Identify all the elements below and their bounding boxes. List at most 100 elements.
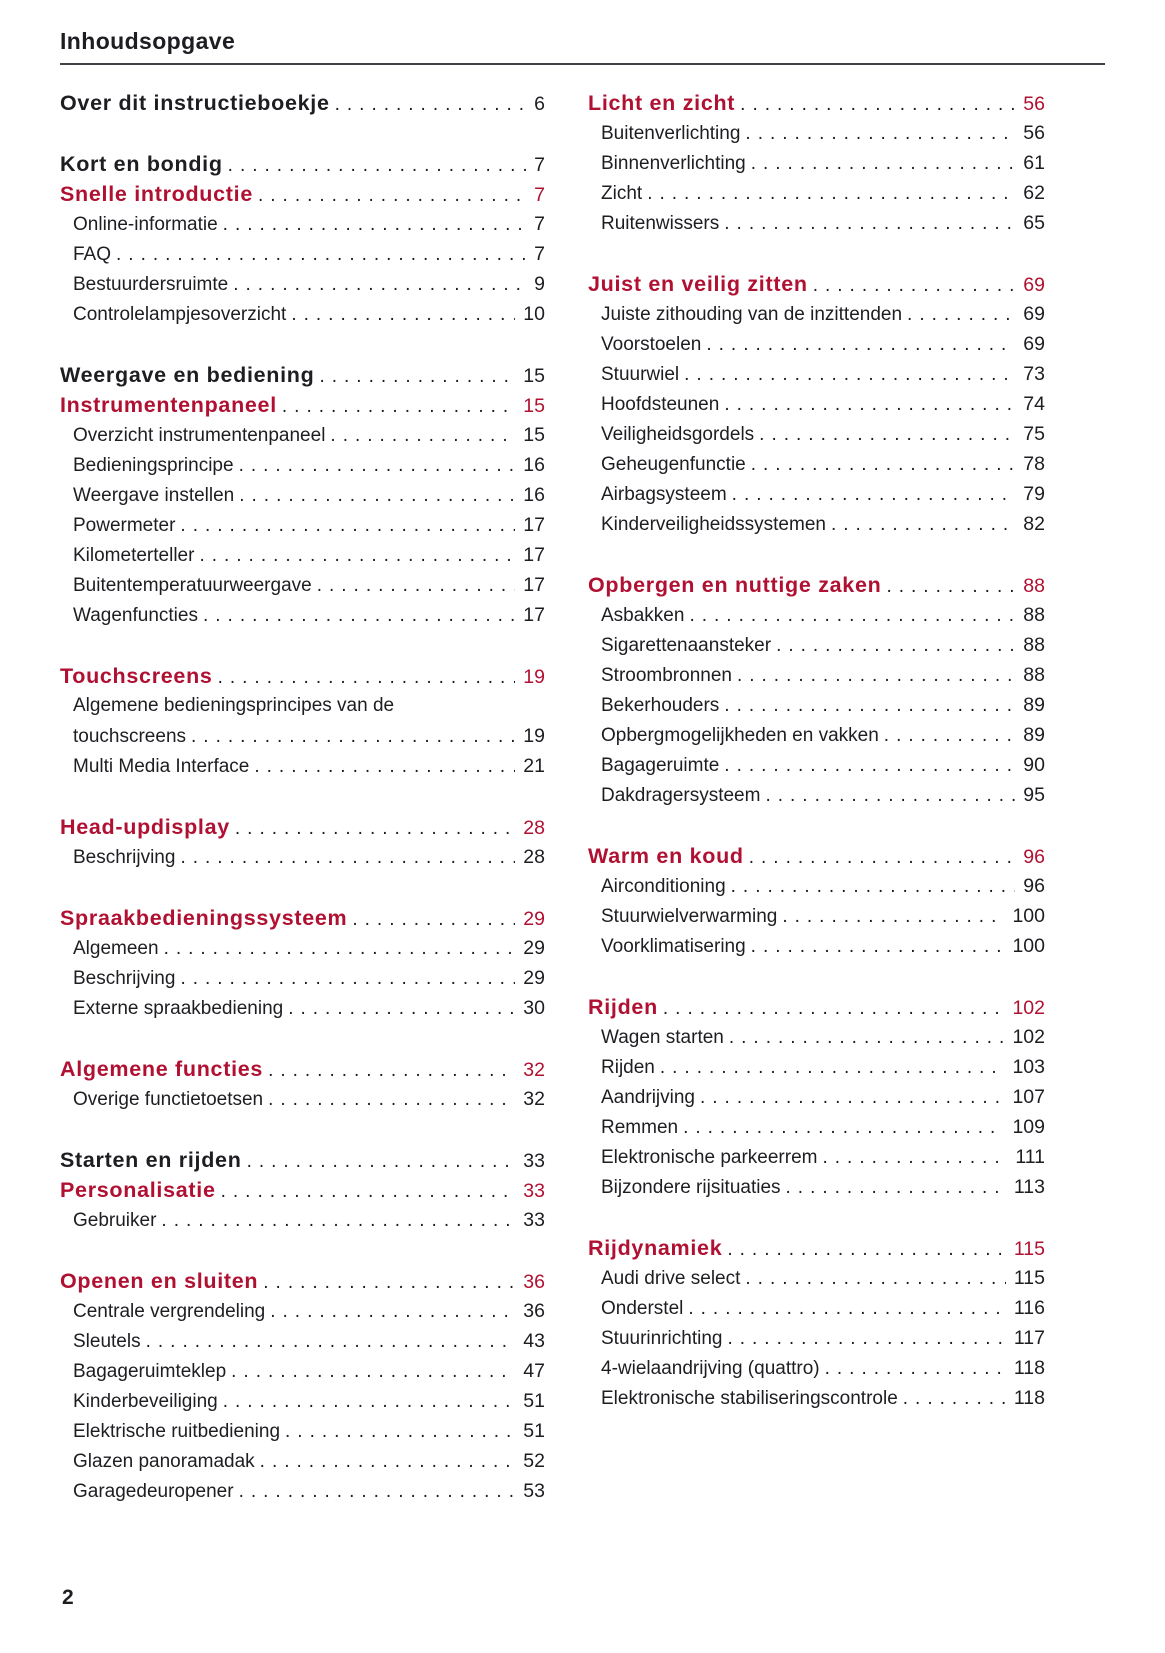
toc-entry-sub: Stuurwielverwarming 100 bbox=[588, 901, 1045, 931]
dot-leader bbox=[270, 1297, 515, 1328]
toc-entry-page: 36 bbox=[523, 1300, 545, 1322]
toc-entry-page: 100 bbox=[1012, 935, 1045, 957]
toc-entry-label: Gebruiker bbox=[73, 1210, 157, 1231]
dot-leader bbox=[700, 1083, 1004, 1114]
toc-entry-page: 15 bbox=[523, 365, 545, 387]
toc-entry-page: 17 bbox=[523, 574, 545, 596]
toc-entry-page: 118 bbox=[1013, 1387, 1045, 1409]
toc-entry-h2: Head-updisplay 28 bbox=[60, 812, 545, 842]
toc-entry-label: Externe spraakbediening bbox=[73, 998, 284, 1019]
toc-entry-label: Veiligheidsgordels bbox=[601, 424, 755, 445]
toc-entry-label: Bagageruimteklep bbox=[73, 1361, 227, 1382]
footer-page-number: 2 bbox=[62, 1586, 74, 1609]
toc-entry-sub: Bedieningsprincipe 16 bbox=[60, 450, 545, 480]
toc-entry-label: Onderstel bbox=[601, 1298, 684, 1319]
dot-leader bbox=[180, 843, 515, 874]
dot-leader bbox=[684, 360, 1015, 391]
toc-entry-sub: Audi drive select 115 bbox=[588, 1263, 1045, 1293]
toc-entry-sub: Remmen 109 bbox=[588, 1112, 1045, 1142]
toc-entry-sub: Wagenfuncties 17 bbox=[60, 600, 545, 630]
toc-entry-page: 102 bbox=[1012, 997, 1045, 1019]
toc-entry-page: 96 bbox=[1023, 846, 1045, 868]
toc-entry-page: 69 bbox=[1023, 274, 1045, 296]
toc-entry-label: touchscreens bbox=[73, 726, 187, 747]
toc-entry-page: 90 bbox=[1023, 754, 1045, 776]
toc-entry-page: 10 bbox=[523, 303, 545, 325]
toc-entry-label: Powermeter bbox=[73, 515, 176, 536]
toc-entry-h2: Rijdynamiek 115 bbox=[588, 1233, 1045, 1263]
dot-leader bbox=[907, 300, 1015, 331]
toc-entry-page: 19 bbox=[523, 666, 545, 688]
dot-leader bbox=[235, 814, 515, 845]
toc-entry-sub: Veiligheidsgordels 75 bbox=[588, 419, 1045, 449]
toc-entry-page: 7 bbox=[534, 243, 545, 265]
toc-entry-page: 88 bbox=[1023, 575, 1045, 597]
toc-entry-sub: Gebruiker 33 bbox=[60, 1205, 545, 1235]
toc-entry-sub: Algemene bedieningsprincipes van de bbox=[60, 691, 545, 721]
toc-entry-page: 17 bbox=[523, 514, 545, 536]
toc-group: Spraakbedieningssysteem 29 Algemeen 29 B… bbox=[60, 903, 545, 1023]
toc-entry-page: 33 bbox=[523, 1209, 545, 1231]
toc-entry-sub: Wagen starten 102 bbox=[588, 1022, 1045, 1052]
toc-entry-page: 78 bbox=[1023, 453, 1045, 475]
dot-leader bbox=[813, 271, 1016, 302]
toc-group: Touchscreens 19 Algemene bedieningsprinc… bbox=[60, 661, 545, 781]
toc-entry-page: 29 bbox=[523, 908, 545, 930]
dot-leader bbox=[759, 420, 1015, 451]
toc-entry-label: Bagageruimte bbox=[601, 755, 720, 776]
toc-entry-sub: Stuurwiel 73 bbox=[588, 359, 1045, 389]
toc-entry-label: Touchscreens bbox=[60, 664, 213, 688]
dot-leader bbox=[223, 210, 526, 241]
dot-leader bbox=[263, 1268, 515, 1299]
dot-leader bbox=[647, 179, 1015, 210]
toc-entry-label: Stuurinrichting bbox=[601, 1328, 723, 1349]
toc-entry-page: 65 bbox=[1023, 212, 1045, 234]
toc-entry-sub: Stroombronnen 88 bbox=[588, 660, 1045, 690]
dot-leader bbox=[268, 1085, 515, 1116]
toc-group: Rijden 102 Wagen starten 102 Rijden 103 … bbox=[588, 992, 1045, 1202]
toc-group: Rijdynamiek 115 Audi drive select 115 On… bbox=[588, 1233, 1045, 1413]
dot-leader bbox=[146, 1327, 516, 1358]
toc-group: Algemene functies 32 Overige functietoet… bbox=[60, 1054, 545, 1114]
toc-entry-sub: Garagedeuropener 53 bbox=[60, 1476, 545, 1506]
dot-leader bbox=[727, 1324, 1005, 1355]
toc-entry-page: 56 bbox=[1023, 93, 1045, 115]
dot-leader bbox=[330, 421, 515, 452]
toc-entry-label: Bestuurdersruimte bbox=[73, 274, 229, 295]
dot-leader bbox=[751, 450, 1016, 481]
toc-entry-page: 109 bbox=[1012, 1116, 1045, 1138]
toc-entry-sub: Weergave instellen 16 bbox=[60, 480, 545, 510]
toc-entry-page: 82 bbox=[1023, 513, 1045, 535]
toc-entry-page: 16 bbox=[523, 484, 545, 506]
toc-entry-label: Elektrische ruitbediening bbox=[73, 1421, 281, 1442]
toc-entry-label: Wagen starten bbox=[601, 1027, 724, 1048]
toc-entry-label: FAQ bbox=[73, 244, 112, 265]
toc-entry-label: Opbergen en nuttige zaken bbox=[588, 573, 882, 597]
toc-entry-label: Algemeen bbox=[73, 938, 159, 959]
dot-leader bbox=[740, 90, 1015, 121]
toc-entry-label: Audi drive select bbox=[601, 1268, 741, 1289]
toc-entry-label: Licht en zicht bbox=[588, 91, 736, 115]
toc-entry-sub: 4-wielaandrijving (quattro) 118 bbox=[588, 1353, 1045, 1383]
toc-entry-h1: Over dit instructieboekje 6 bbox=[60, 88, 545, 118]
toc-entry-page: 75 bbox=[1023, 423, 1045, 445]
toc-entry-sub: Bekerhouders 89 bbox=[588, 690, 1045, 720]
dot-leader bbox=[258, 181, 526, 212]
toc-entry-label: Kinderveiligheidssystemen bbox=[601, 514, 826, 535]
toc-entry-sub: Onderstel 116 bbox=[588, 1293, 1045, 1323]
toc-entry-page: 47 bbox=[523, 1360, 545, 1382]
toc-entry-page: 62 bbox=[1023, 182, 1045, 204]
toc-entry-page: 116 bbox=[1013, 1297, 1045, 1319]
dot-leader bbox=[285, 1417, 515, 1448]
toc-entry-label: Algemene functies bbox=[60, 1057, 264, 1081]
toc-entry-label: Online-informatie bbox=[73, 214, 218, 235]
toc-group: Opbergen en nuttige zaken 88 Asbakken 88… bbox=[588, 570, 1045, 810]
toc-entry-label: Bijzondere rijsituaties bbox=[601, 1177, 781, 1198]
toc-entry-label: Zicht bbox=[601, 183, 643, 204]
toc-entry-label: Weergave instellen bbox=[73, 485, 235, 506]
toc-entry-sub: Beschrijving 29 bbox=[60, 963, 545, 993]
toc-entry-sub: Ruitenwissers 65 bbox=[588, 208, 1045, 238]
toc-entry-h2: Algemene functies 32 bbox=[60, 1054, 545, 1084]
toc-entry-page: 100 bbox=[1012, 905, 1045, 927]
toc-entry-label: Controlelampjesoverzicht bbox=[73, 304, 287, 325]
